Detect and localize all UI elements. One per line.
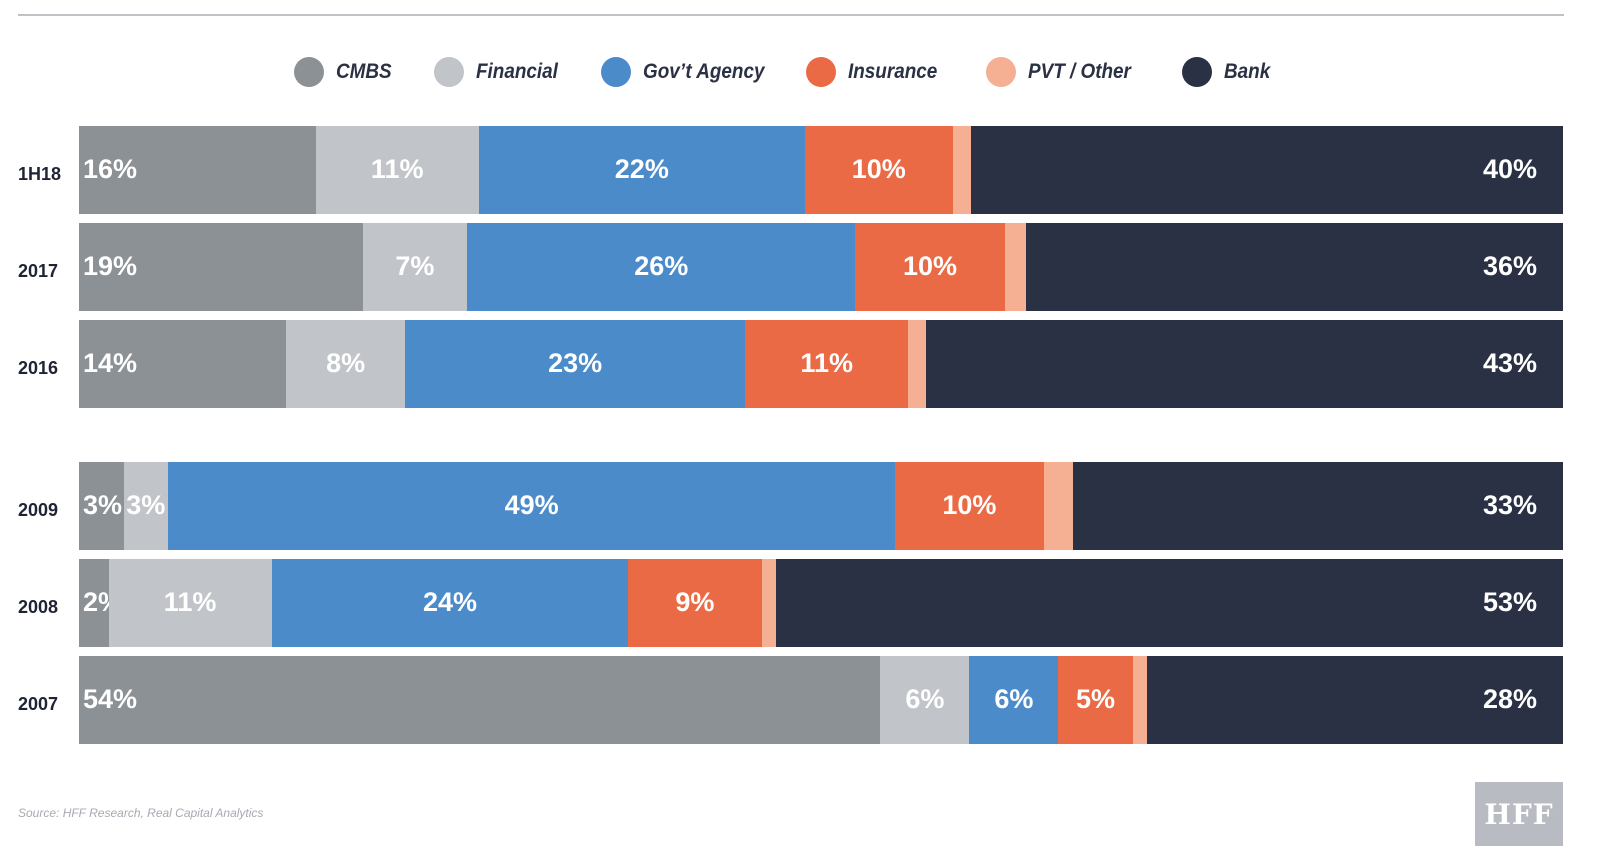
data-label-2007-insurance: 5%: [1076, 684, 1116, 714]
data-label-2016-gov-t-agency: 23%: [548, 348, 603, 378]
data-label-2007-financial: 6%: [905, 684, 945, 714]
bar-segment-1h18-bank: [970, 126, 1563, 214]
bar-segment-2017-financial: [362, 223, 468, 311]
bar-segment-2016-cmbs: [79, 320, 287, 408]
bar-segment-2008-insurance: [628, 559, 762, 647]
chart-legend: CMBS Financial Gov’t Agency Insurance PV…: [0, 52, 1600, 92]
bar-segment-1h18-cmbs: [79, 126, 316, 214]
category-label-1h18: 1H18: [18, 164, 62, 184]
legend-label-govt-agency: Gov’t Agency: [643, 60, 765, 83]
legend-item-insurance: Insurance: [806, 52, 947, 92]
data-label-2008-financial: 11%: [163, 587, 217, 617]
bar-segment-2016-pvt-other: [908, 320, 927, 408]
bar-segment-2009-bank: [1073, 462, 1563, 550]
source-note: Source: HFF Research, Real Capital Analy…: [18, 806, 264, 820]
legend-swatch-financial: [434, 57, 464, 87]
data-label-2009-bank: 33%: [1483, 490, 1538, 520]
data-label-2016-financial: 8%: [326, 348, 366, 378]
bar-segment-2009-insurance: [895, 462, 1044, 550]
bar-segment-2007-bank: [1147, 656, 1563, 744]
bar-segment-1h18-pvt-other: [952, 126, 971, 214]
top-divider: [18, 14, 1564, 16]
bar-segment-2009-financial: [123, 462, 169, 550]
data-label-2017-gov-t-agency: 26%: [634, 251, 689, 281]
bar-segment-2008-financial: [108, 559, 272, 647]
category-label-2007: 2007: [18, 694, 59, 714]
data-label-2008-gov-t-agency: 24%: [423, 587, 478, 617]
legend-swatch-cmbs: [294, 57, 324, 87]
legend-label-financial: Financial: [476, 60, 558, 83]
bar-segment-2008-gov-t-agency: [271, 559, 629, 647]
data-label-2009-cmbs: 3%: [83, 490, 123, 520]
legend-swatch-insurance: [806, 57, 836, 87]
data-label-2007-bank: 28%: [1483, 684, 1538, 714]
bar-segment-1h18-financial: [315, 126, 479, 214]
bar-segment-2009-gov-t-agency: [168, 462, 896, 550]
bar-segment-2016-gov-t-agency: [404, 320, 746, 408]
data-label-2007-cmbs: 54%: [83, 684, 138, 714]
legend-item-cmbs: CMBS: [294, 52, 398, 92]
legend-swatch-govt-agency: [601, 57, 631, 87]
data-label-2009-financial: 3%: [126, 490, 166, 520]
bar-segment-1h18-insurance: [804, 126, 953, 214]
bar-segment-2007-pvt-other: [1132, 656, 1148, 744]
category-label-2016: 2016: [18, 358, 59, 378]
data-label-2009-gov-t-agency: 49%: [504, 490, 559, 520]
data-label-1h18-gov-t-agency: 22%: [614, 154, 669, 184]
data-label-1h18-bank: 40%: [1483, 154, 1538, 184]
legend-swatch-pvt-other: [986, 57, 1016, 87]
data-label-2017-cmbs: 19%: [83, 251, 138, 281]
bar-segment-2016-insurance: [745, 320, 909, 408]
legend-item-financial: Financial: [434, 52, 567, 92]
bar-segment-2008-pvt-other: [761, 559, 777, 647]
category-label-2017: 2017: [18, 261, 59, 281]
legend-label-insurance: Insurance: [848, 60, 938, 83]
category-label-2008: 2008: [18, 597, 59, 617]
bar-segment-2016-bank: [926, 320, 1563, 408]
bar-segment-2007-gov-t-agency: [969, 656, 1059, 744]
legend-label-cmbs: CMBS: [336, 60, 392, 83]
logo-text: HFF: [1484, 797, 1554, 831]
bar-segment-2007-cmbs: [79, 656, 881, 744]
legend-label-bank: Bank: [1224, 60, 1271, 83]
bar-segment-2007-insurance: [1058, 656, 1133, 744]
data-label-1h18-cmbs: 16%: [83, 154, 138, 184]
legend-swatch-bank: [1182, 57, 1212, 87]
data-label-2008-bank: 53%: [1483, 587, 1538, 617]
data-label-2017-insurance: 10%: [902, 251, 958, 281]
data-label-1h18-financial: 11%: [370, 154, 424, 184]
data-label-2017-bank: 36%: [1483, 251, 1538, 281]
legend-item-bank: Bank: [1182, 52, 1275, 92]
legend-label-pvt-other: PVT / Other: [1028, 60, 1131, 83]
bar-segment-2017-bank: [1025, 223, 1563, 311]
bar-segment-2007-financial: [880, 656, 970, 744]
data-label-2017-financial: 7%: [395, 251, 435, 281]
data-label-1h18-insurance: 10%: [851, 154, 906, 184]
data-label-2016-cmbs: 14%: [83, 348, 138, 378]
data-label-2016-bank: 43%: [1483, 348, 1538, 378]
bar-segment-2017-pvt-other: [1004, 223, 1026, 311]
bar-segment-2008-bank: [776, 559, 1563, 647]
category-label-2009: 2009: [18, 500, 59, 520]
data-label-2007-gov-t-agency: 6%: [994, 684, 1034, 714]
bar-segment-2017-cmbs: [79, 223, 363, 311]
data-label-2009-insurance: 10%: [942, 490, 997, 520]
bar-segment-1h18-gov-t-agency: [478, 126, 805, 214]
bar-segment-2009-pvt-other: [1043, 462, 1074, 550]
hff-logo: HFF: [1475, 782, 1563, 846]
data-label-2016-insurance: 11%: [800, 348, 853, 378]
bar-segment-2016-financial: [286, 320, 405, 408]
bar-segment-2008-cmbs: [79, 559, 109, 647]
legend-item-pvt-other: PVT / Other: [986, 52, 1142, 92]
bar-segment-2009-cmbs: [79, 462, 124, 550]
bar-segment-2017-insurance: [855, 223, 1005, 311]
data-label-2008-insurance: 9%: [675, 587, 715, 617]
bar-segment-2017-gov-t-agency: [467, 223, 856, 311]
legend-item-govt-agency: Gov’t Agency: [601, 52, 778, 92]
